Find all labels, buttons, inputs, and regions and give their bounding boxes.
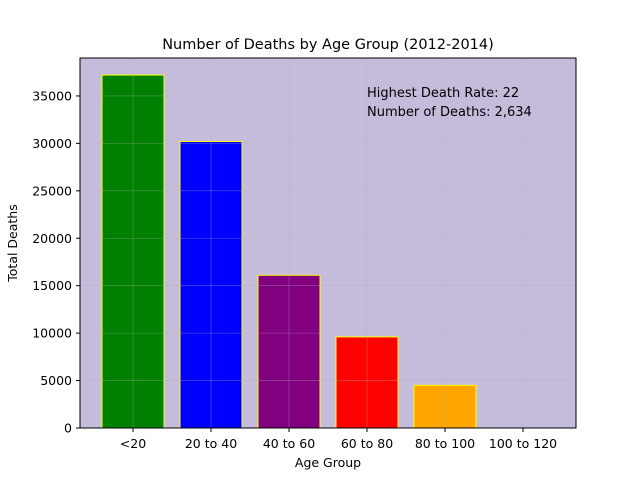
x-axis: <20 20 to 40 40 to 60 60 to 80 80 to 100 100 …: [120, 428, 557, 451]
x-tick-label-3: 60 to 80: [341, 436, 393, 451]
x-tick-label-0: <20: [120, 436, 146, 451]
x-tick-label-4: 80 to 100: [415, 436, 475, 451]
x-tick-label-1: 20 to 40: [185, 436, 237, 451]
annotation-number-of-deaths: Number of Deaths: 2,634: [367, 105, 532, 120]
x-tick-label-5: 100 to 120: [489, 436, 557, 451]
y-tick-label-0: 0: [64, 421, 72, 436]
chart-title: Number of Deaths by Age Group (2012-2014…: [162, 37, 494, 53]
x-tick-label-2: 40 to 60: [263, 436, 315, 451]
grid-lines: [80, 58, 576, 429]
y-tick-label-4: 20000: [32, 231, 72, 246]
annotation-highest-death-rate: Highest Death Rate: 22: [367, 86, 519, 101]
y-tick-label-1: 5000: [40, 373, 72, 388]
y-tick-label-7: 35000: [32, 88, 72, 103]
y-tick-label-3: 15000: [32, 278, 72, 293]
plot-frame: [79, 57, 577, 429]
x-axis-label: Age Group: [295, 455, 361, 470]
y-axis: 0 5000 10000 15000 20000 25000 30000 35000: [32, 88, 80, 436]
y-tick-label-5: 25000: [32, 183, 72, 198]
y-tick-label-6: 30000: [32, 136, 72, 151]
y-axis-label: Total Deaths: [5, 204, 20, 282]
y-tick-label-2: 10000: [32, 326, 72, 341]
